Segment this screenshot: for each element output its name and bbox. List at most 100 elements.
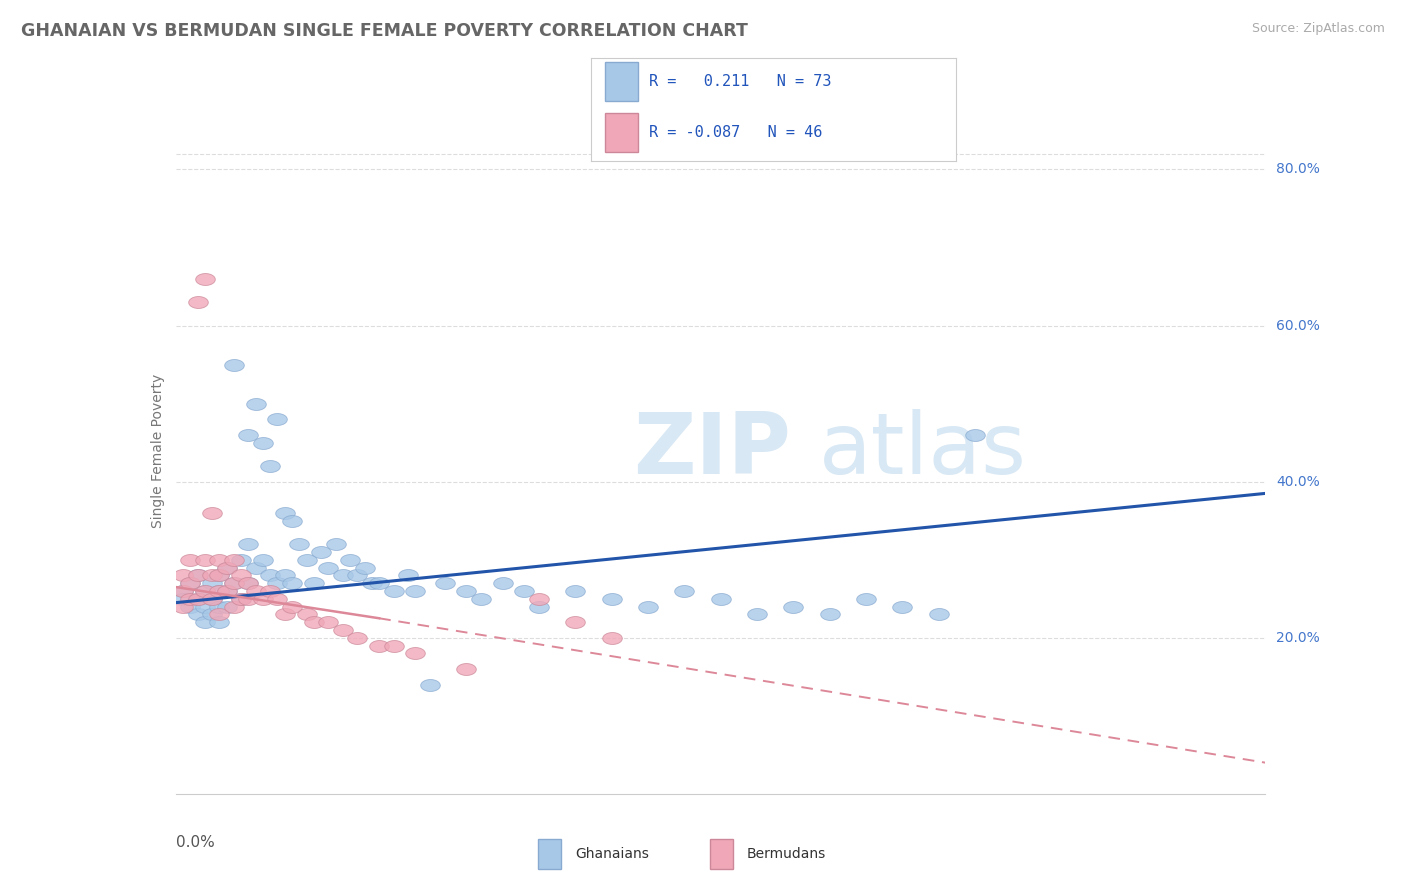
Point (302, 576, 325, 591)
Point (405, 646, 427, 660)
Point (208, 599, 231, 614)
Bar (710, 839, 734, 869)
Text: R =   0.211   N = 73: R = 0.211 N = 73 (650, 74, 831, 89)
Point (928, 607, 950, 622)
Point (405, 583, 427, 598)
Point (194, 583, 217, 598)
Point (266, 412, 288, 426)
Point (527, 599, 550, 614)
Point (194, 615, 217, 630)
Point (215, 599, 238, 614)
Text: Source: ZipAtlas.com: Source: ZipAtlas.com (1251, 22, 1385, 36)
Bar (605, 62, 638, 101)
Point (186, 591, 209, 606)
Point (186, 568, 209, 582)
Point (238, 427, 260, 442)
Point (346, 631, 368, 645)
Point (238, 591, 260, 606)
Point (470, 591, 492, 606)
Point (215, 560, 238, 574)
Point (637, 599, 659, 614)
Text: 80.0%: 80.0% (1277, 162, 1320, 177)
Point (855, 591, 877, 606)
Point (433, 576, 456, 591)
Point (252, 552, 274, 567)
Point (274, 607, 297, 622)
Text: Bermudans: Bermudans (747, 847, 827, 861)
Point (222, 358, 245, 372)
Point (208, 583, 231, 598)
Bar (537, 839, 561, 869)
Point (266, 576, 288, 591)
Point (600, 631, 623, 645)
Text: R = -0.087   N = 46: R = -0.087 N = 46 (650, 126, 823, 140)
Point (492, 576, 515, 591)
Point (891, 599, 914, 614)
Point (368, 639, 391, 653)
Point (186, 568, 209, 582)
Text: 60.0%: 60.0% (1277, 318, 1320, 333)
Point (353, 560, 375, 574)
Point (527, 591, 550, 606)
Y-axis label: Single Female Poverty: Single Female Poverty (150, 374, 165, 527)
Point (194, 552, 217, 567)
Point (710, 591, 733, 606)
Point (222, 599, 245, 614)
Point (513, 583, 536, 598)
Point (281, 514, 304, 528)
Point (252, 591, 274, 606)
Point (245, 560, 267, 574)
Point (194, 599, 217, 614)
Point (231, 552, 253, 567)
Point (172, 599, 194, 614)
Point (318, 615, 340, 630)
Point (231, 591, 253, 606)
Text: 40.0%: 40.0% (1277, 475, 1320, 489)
Text: ZIP: ZIP (633, 409, 792, 492)
Point (325, 537, 347, 551)
Point (818, 607, 841, 622)
Point (208, 568, 231, 582)
Point (259, 568, 281, 582)
Point (396, 568, 419, 582)
Point (222, 552, 245, 567)
Point (201, 506, 224, 520)
Point (231, 591, 253, 606)
Point (456, 583, 478, 598)
Point (346, 568, 368, 582)
Point (186, 295, 209, 310)
Point (382, 583, 405, 598)
Point (332, 623, 354, 637)
Point (382, 639, 405, 653)
Point (318, 560, 340, 574)
Point (295, 607, 318, 622)
Point (782, 599, 804, 614)
Point (201, 568, 224, 582)
Point (208, 568, 231, 582)
Point (172, 583, 194, 598)
Point (673, 583, 696, 598)
Point (208, 583, 231, 598)
Point (245, 396, 267, 410)
Point (172, 583, 194, 598)
Point (600, 591, 623, 606)
Point (208, 552, 231, 567)
Point (302, 615, 325, 630)
Point (419, 678, 441, 692)
Point (172, 591, 194, 606)
Point (288, 537, 311, 551)
Point (201, 576, 224, 591)
Point (295, 552, 318, 567)
Point (238, 576, 260, 591)
Point (172, 568, 194, 582)
Point (266, 591, 288, 606)
Point (339, 552, 361, 567)
Point (745, 607, 768, 622)
Point (179, 576, 201, 591)
Point (238, 576, 260, 591)
Point (179, 552, 201, 567)
Point (252, 435, 274, 450)
Point (368, 576, 391, 591)
Text: 0.0%: 0.0% (176, 835, 215, 850)
Point (281, 576, 304, 591)
